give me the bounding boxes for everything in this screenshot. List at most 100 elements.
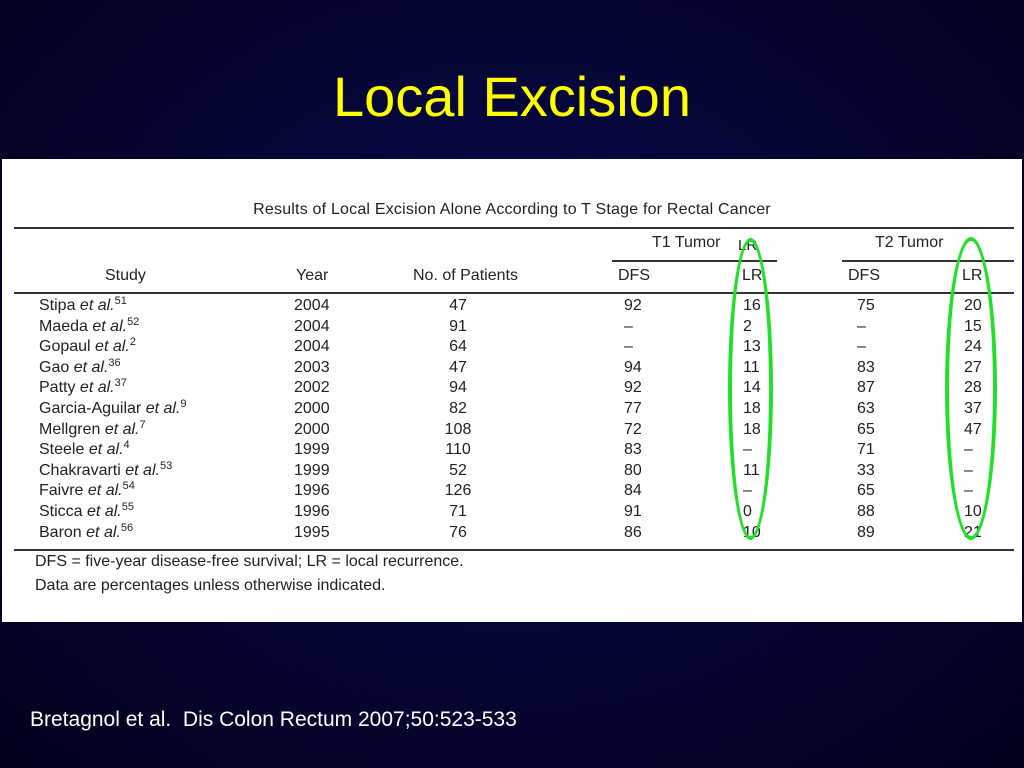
footnote-units: Data are percentages unless otherwise in… xyxy=(35,577,386,594)
study-reference: 53 xyxy=(159,459,173,472)
cell-t1-dfs: 84 xyxy=(624,482,642,500)
slide-title: Local Excision xyxy=(333,65,691,128)
cell-year: 1995 xyxy=(294,523,330,541)
cell-patients: 91 xyxy=(449,317,467,335)
study-reference: 36 xyxy=(108,356,121,369)
cell-study: Sticca et al.55 xyxy=(39,501,134,521)
cell-study: Baron et al.56 xyxy=(39,522,133,542)
cell-t2-dfs: 88 xyxy=(857,503,875,520)
cell-patients: 94 xyxy=(449,379,467,397)
cell-study: Gopaul et al.2 xyxy=(39,336,136,356)
cell-t2-dfs: 33 xyxy=(857,461,875,479)
cell-year: 1999 xyxy=(294,461,330,479)
cell-t2-dfs: 71 xyxy=(857,441,875,459)
study-author: Maeda xyxy=(39,317,88,335)
cell-patients: 76 xyxy=(449,523,467,541)
t1-tumor-header: T1 Tumor xyxy=(652,234,721,251)
cell-study: Maeda et al.52 xyxy=(39,315,140,336)
study-reference: 55 xyxy=(121,501,134,513)
cell-t2-dfs: 65 xyxy=(857,420,875,438)
col-header-t2-dfs: DFS xyxy=(848,267,880,284)
cell-year: 2003 xyxy=(294,358,330,376)
table-top-rule xyxy=(14,227,1014,229)
cell-t1-dfs: 91 xyxy=(624,503,642,520)
study-reference: 9 xyxy=(180,398,187,410)
cell-study: Gao et al.36 xyxy=(39,356,121,377)
study-author: Gopaul xyxy=(39,338,91,356)
cell-study: Mellgren et al.7 xyxy=(39,418,146,439)
cell-t2-dfs: 87 xyxy=(857,379,875,397)
cell-patients: 110 xyxy=(445,441,471,459)
study-author: Faivre xyxy=(39,482,84,500)
study-etal: et al. xyxy=(88,441,124,459)
cell-study: Patty et al.37 xyxy=(39,377,127,397)
study-reference: 37 xyxy=(114,377,127,390)
study-etal: et al. xyxy=(95,338,130,356)
study-reference: 7 xyxy=(139,418,146,431)
col-header-year: Year xyxy=(296,267,329,284)
cell-t2-dfs: 75 xyxy=(857,297,875,314)
table-bottom-rule xyxy=(14,549,1014,551)
cell-t1-dfs: 92 xyxy=(624,379,642,397)
study-author: Stipa xyxy=(39,297,76,314)
cell-t2-dfs: 89 xyxy=(857,523,875,541)
study-author: Garcia-Aguilar xyxy=(39,400,142,417)
cell-year: 1996 xyxy=(294,482,330,500)
cell-patients: 47 xyxy=(449,358,467,376)
cell-t2-dfs: 63 xyxy=(857,400,875,417)
cell-study: Faivre et al.54 xyxy=(39,481,135,500)
cell-patients: 71 xyxy=(449,503,467,520)
results-table-panel: Results of Local Excision Alone Accordin… xyxy=(2,159,1022,622)
study-etal: et al. xyxy=(87,503,122,520)
study-etal: et al. xyxy=(92,317,128,335)
t2-group-rule xyxy=(842,260,1014,262)
footnote-abbreviations: DFS = five-year disease-free survival; L… xyxy=(35,553,464,570)
study-etal: et al. xyxy=(125,461,160,479)
cell-patients: 126 xyxy=(444,482,472,500)
cell-year: 1999 xyxy=(294,441,330,459)
cell-patients: 82 xyxy=(449,400,467,417)
cell-year: 2000 xyxy=(294,420,330,438)
cell-t2-dfs: 83 xyxy=(857,358,875,376)
study-author: Sticca xyxy=(39,503,83,520)
study-etal: et al. xyxy=(104,420,140,438)
cell-study: Chakravarti et al.53 xyxy=(39,459,173,480)
cell-t2-dfs: – xyxy=(857,338,866,356)
cell-patients: 64 xyxy=(449,338,467,356)
study-author: Chakravarti xyxy=(39,461,121,479)
cell-t1-dfs: 72 xyxy=(624,420,642,438)
study-etal: et al. xyxy=(86,523,121,541)
cell-year: 2000 xyxy=(294,400,330,417)
cell-year: 2004 xyxy=(294,297,330,314)
cell-t2-dfs: – xyxy=(857,317,866,335)
study-reference: 4 xyxy=(123,439,130,452)
study-author: Baron xyxy=(39,523,82,541)
citation: Bretagnol et al. Dis Colon Rectum 2007;5… xyxy=(30,708,517,731)
cell-year: 2004 xyxy=(294,338,330,356)
cell-patients: 47 xyxy=(449,297,467,314)
t2-lr-highlight-ellipse xyxy=(945,237,997,540)
study-reference: 51 xyxy=(114,295,127,307)
cell-year: 2004 xyxy=(294,317,330,335)
t1-lr-highlight-ellipse xyxy=(728,238,773,540)
study-etal: et al. xyxy=(73,358,109,376)
cell-t1-dfs: 92 xyxy=(624,297,642,314)
study-reference: 52 xyxy=(127,315,140,328)
cell-patients: 108 xyxy=(444,420,472,438)
cell-patients: 52 xyxy=(449,461,467,479)
col-header-t1-dfs: DFS xyxy=(618,267,650,284)
cell-t1-dfs: 94 xyxy=(624,358,642,376)
study-author: Gao xyxy=(39,358,70,376)
cell-study: Stipa et al.51 xyxy=(39,295,127,315)
cell-year: 2002 xyxy=(294,379,330,397)
cell-t1-dfs: 83 xyxy=(624,441,642,459)
cell-study: Garcia-Aguilar et al.9 xyxy=(39,398,187,418)
t1-group-rule xyxy=(612,260,777,262)
study-etal: et al. xyxy=(79,297,115,314)
table-header-rule xyxy=(14,292,1014,294)
cell-study: Steele et al.4 xyxy=(39,439,130,459)
cell-t2-dfs: 65 xyxy=(857,482,875,500)
cell-t1-dfs: 86 xyxy=(624,523,642,541)
study-author: Patty xyxy=(39,379,76,397)
study-reference: 2 xyxy=(129,336,136,349)
